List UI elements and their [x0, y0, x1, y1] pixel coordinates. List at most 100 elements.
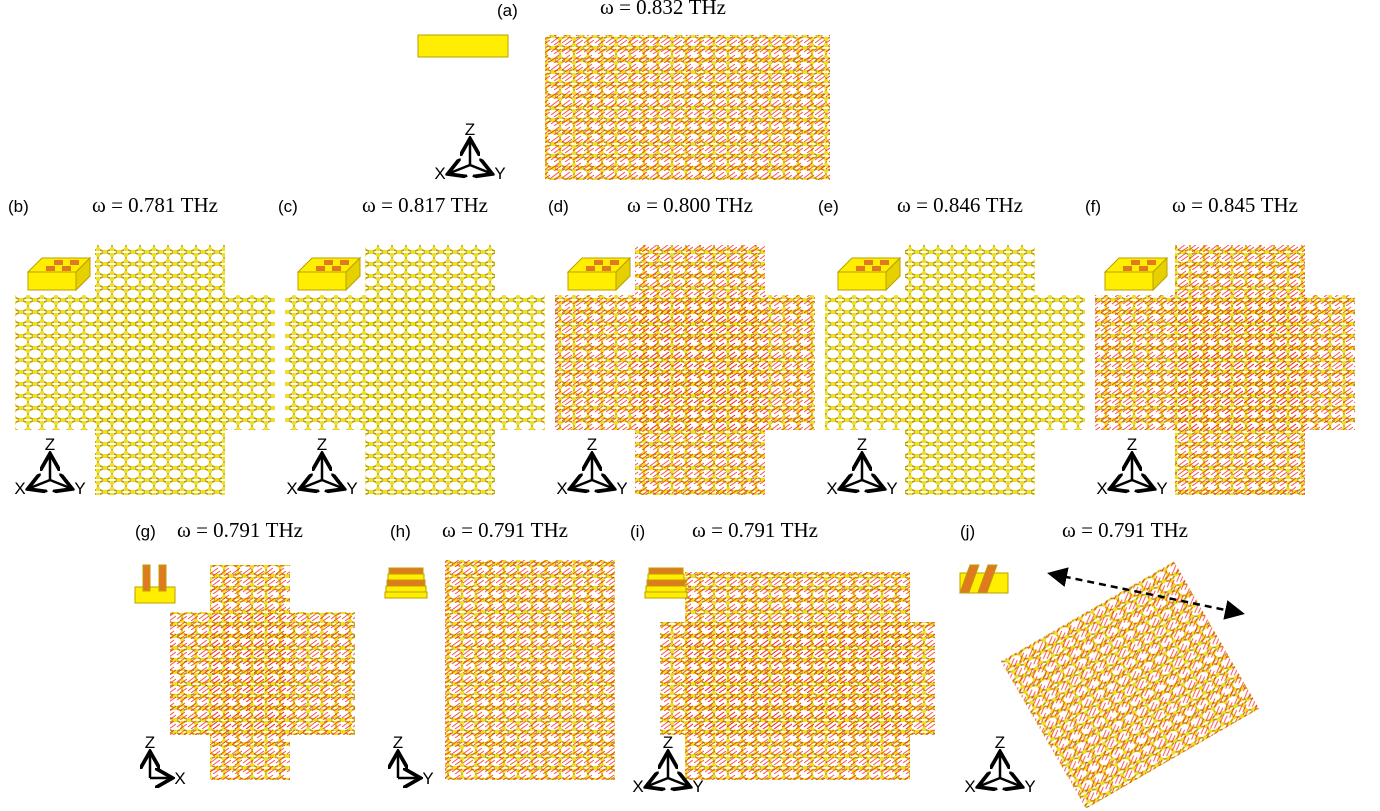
- panel-label: (c): [278, 197, 298, 216]
- panel-label: (f): [1085, 197, 1101, 216]
- displacement-arrows: [635, 245, 765, 495]
- panel: (g)ω = 0.791 THzZX: [135, 518, 355, 788]
- icon: [70, 260, 79, 265]
- axis-triad: Z X Y: [556, 435, 627, 498]
- lattice-body: [905, 245, 1035, 495]
- frequency-label: ω = 0.817 THz: [362, 193, 488, 217]
- axis-label: Z: [317, 435, 327, 454]
- axis-triad: Z X Y: [1096, 435, 1167, 498]
- icon: [649, 568, 683, 574]
- displacement-arrows: [1001, 561, 1259, 808]
- panel: (f) ω = 0.845 THz Z X Y: [1085, 193, 1355, 498]
- axis-label: X: [14, 479, 25, 498]
- axis-label: Z: [995, 733, 1005, 752]
- axis-label: Y: [422, 769, 433, 788]
- frequency-label: ω = 0.791 THz: [177, 518, 303, 542]
- axis-label: Z: [663, 733, 673, 752]
- axis-label: Y: [74, 479, 85, 498]
- icon: [872, 266, 881, 271]
- axis-label: Y: [1156, 479, 1167, 498]
- axis-label: X: [434, 164, 445, 183]
- axis-label: Y: [1024, 777, 1035, 796]
- icon: [586, 266, 595, 271]
- icon: [332, 266, 341, 271]
- icon: [1123, 266, 1132, 271]
- icon: [159, 565, 166, 591]
- icon: [602, 266, 611, 271]
- axis-label: X: [556, 479, 567, 498]
- frequency-label: ω = 0.791 THz: [692, 518, 818, 542]
- icon: [385, 592, 427, 598]
- axis-triad: Z X Y: [826, 435, 897, 498]
- panel-label: (a): [497, 1, 518, 20]
- icon: [324, 260, 333, 265]
- icon: [387, 580, 425, 586]
- panel-label: (d): [548, 197, 569, 216]
- panel-label: (i): [630, 522, 645, 541]
- lattice: [545, 35, 830, 180]
- axis-label: X: [1096, 479, 1107, 498]
- panel-label: (h): [390, 522, 411, 541]
- icon: [647, 580, 685, 586]
- axis-label: Z: [1127, 435, 1137, 454]
- icon: [594, 260, 603, 265]
- icon: [46, 266, 55, 271]
- axis-triad: ZX: [145, 733, 186, 788]
- axis-arrow: [322, 480, 342, 488]
- axis-label: X: [174, 769, 185, 788]
- displacement-arrows: [170, 612, 355, 735]
- axis-arrow: [862, 480, 882, 488]
- frequency-label: ω = 0.791 THz: [1062, 518, 1188, 542]
- frequency-label: ω = 0.791 THz: [442, 518, 568, 542]
- icon: [62, 266, 71, 271]
- icon: [340, 260, 349, 265]
- panel: (j) ω = 0.791 THz ZXY: [960, 518, 1259, 809]
- panel: (h) ω = 0.791 THz ZY: [385, 518, 615, 788]
- icon: [568, 272, 616, 290]
- frequency-label: ω = 0.846 THz: [897, 193, 1023, 217]
- panels: (a)ω = 0.832 THzZXY(b)ω = 0.781 THzZXY(c…: [8, 0, 1355, 809]
- axis-label: Z: [45, 435, 55, 454]
- icon: [864, 260, 873, 265]
- icon: [135, 587, 175, 603]
- icon: [389, 568, 423, 574]
- lattice-body: [95, 245, 225, 495]
- lattice-body: [365, 245, 495, 495]
- panel: (b)ω = 0.781 THzZXY: [8, 193, 275, 498]
- icon: [298, 272, 346, 290]
- icon: [386, 586, 426, 592]
- axis-arrow: [1132, 480, 1152, 488]
- axis-label: Z: [393, 733, 403, 752]
- displacement-arrows: [1175, 245, 1305, 495]
- axis-label: Z: [465, 120, 475, 139]
- axis-triad: ZXY: [286, 435, 357, 498]
- frequency-label: ω = 0.832 THz: [600, 0, 726, 19]
- frequency-label: ω = 0.845 THz: [1172, 193, 1298, 217]
- icon: [856, 266, 865, 271]
- lattice: [445, 560, 615, 780]
- icon: [610, 260, 619, 265]
- axis-label: X: [826, 479, 837, 498]
- axis-arrow: [592, 480, 612, 488]
- axis-triad: ZXY: [964, 733, 1035, 796]
- icon: [880, 260, 889, 265]
- panel-label: (j): [960, 522, 975, 541]
- axis-label: Z: [857, 435, 867, 454]
- frequency-label: ω = 0.781 THz: [92, 193, 218, 217]
- axis-label: Y: [616, 479, 627, 498]
- axis-label: Y: [886, 479, 897, 498]
- displacement-arrows: [545, 35, 830, 180]
- frequency-label: ω = 0.800 THz: [627, 193, 753, 217]
- axis-label: X: [632, 777, 643, 796]
- axis-arrow: [470, 165, 490, 173]
- icon: [645, 592, 687, 598]
- icon: [646, 586, 686, 592]
- icon: [54, 260, 63, 265]
- axis-label: Z: [587, 435, 597, 454]
- panel: (d) ω = 0.800 THz Z X Y: [548, 193, 815, 498]
- lattice: [660, 572, 935, 780]
- displacement-arrows: [660, 622, 935, 735]
- axis-label: Z: [145, 733, 155, 752]
